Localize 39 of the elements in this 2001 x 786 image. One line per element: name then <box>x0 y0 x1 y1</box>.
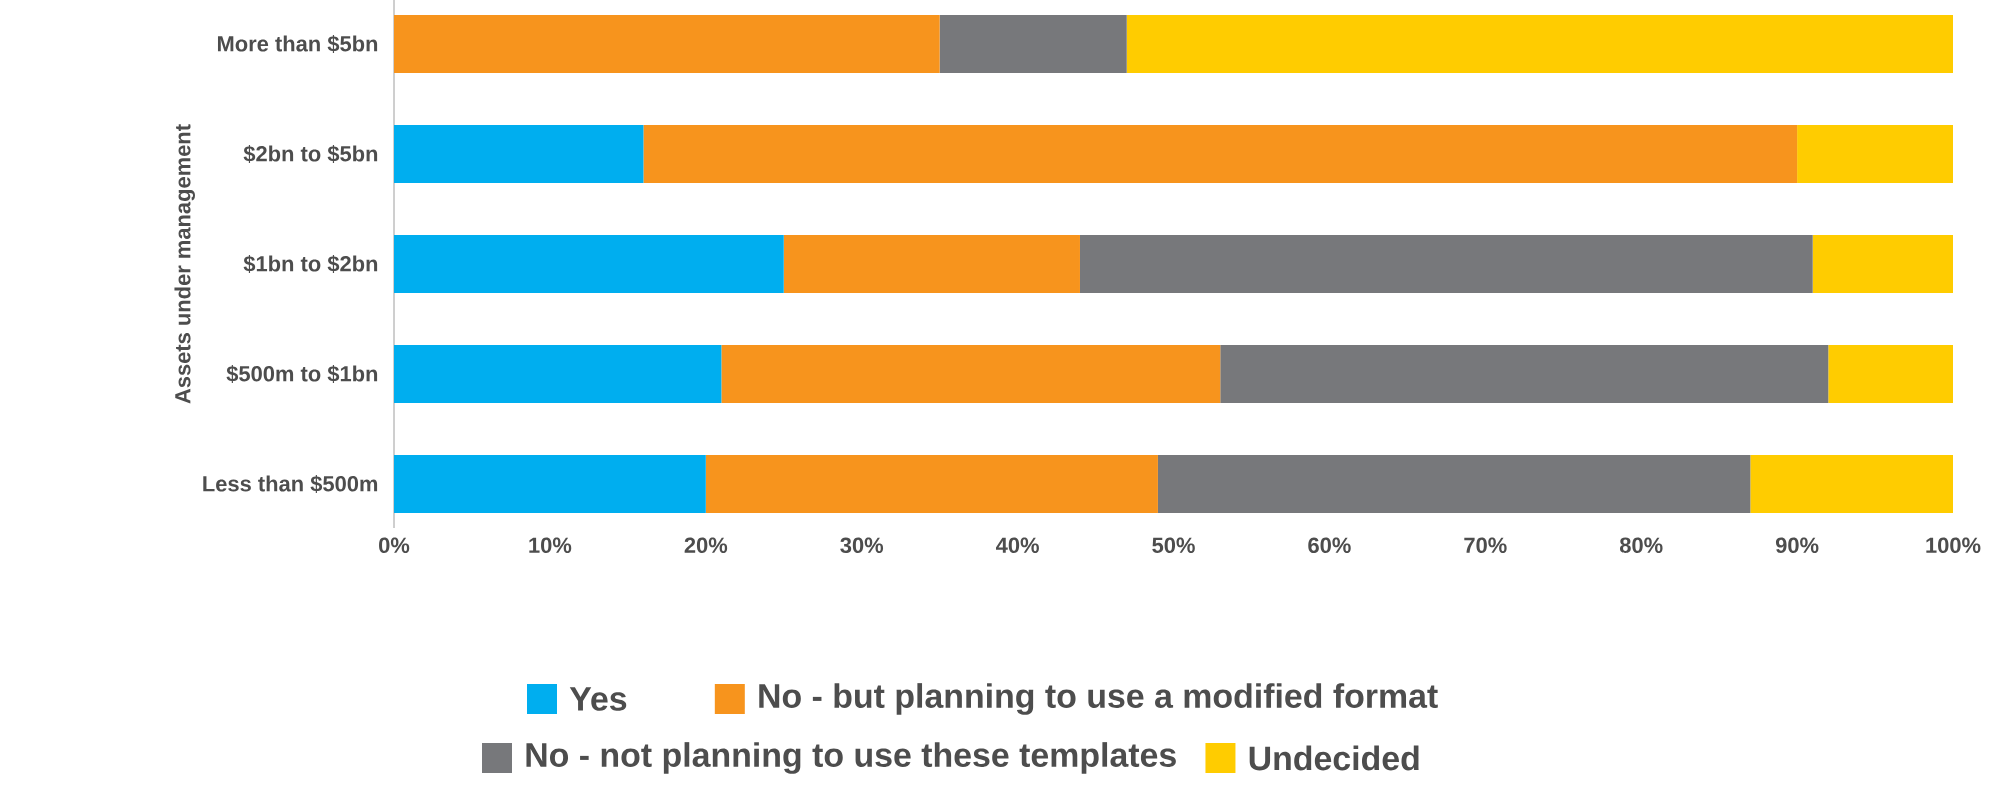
x-tick-label: 70% <box>1464 537 1507 554</box>
bar <box>1797 125 1954 183</box>
bar <box>1126 15 1954 73</box>
x-tick-label: 20% <box>684 537 728 554</box>
x-tick-label: 60% <box>1308 537 1351 554</box>
x-tick-label: 40% <box>996 537 1039 554</box>
bar <box>1828 345 1954 403</box>
legend-label: Yes <box>569 687 627 711</box>
bar <box>394 455 706 513</box>
x-tick-label: 90% <box>1775 537 1819 554</box>
bar <box>1220 345 1829 403</box>
x-tick-label: 50% <box>1152 537 1195 554</box>
y-tick-label: Less than $500m <box>203 475 378 493</box>
y-axis-title: Assets under management <box>174 124 195 404</box>
bar <box>1157 455 1751 513</box>
bar <box>1812 235 1954 293</box>
bar <box>721 345 1221 403</box>
y-tick-label: $500m to $1bn <box>226 365 378 383</box>
legend-label: Undecided <box>1249 745 1419 771</box>
y-tick-label: More than $5bn <box>217 35 378 53</box>
x-tick-label: 0% <box>379 537 410 554</box>
bar <box>394 345 722 403</box>
bar <box>394 15 940 73</box>
legend-label: No - but planning to use a modified format <box>759 683 1438 715</box>
y-tick-label: $1bn to $2bn <box>243 255 378 273</box>
x-tick-label: 30% <box>840 537 884 554</box>
x-tick-label: 10% <box>529 537 572 554</box>
y-tick-label: $2bn to $5bn <box>243 145 378 163</box>
bar <box>1750 455 1954 513</box>
legend-label: No - not planning to use these templates <box>526 742 1176 774</box>
bar <box>783 235 1080 293</box>
bar <box>939 15 1127 73</box>
bar <box>394 125 644 183</box>
bar <box>705 455 1158 513</box>
bar <box>1079 235 1813 293</box>
x-tick-label: 100% <box>1926 537 1981 554</box>
bar <box>643 125 1798 183</box>
x-tick-label: 80% <box>1619 537 1663 554</box>
bar <box>394 235 784 293</box>
